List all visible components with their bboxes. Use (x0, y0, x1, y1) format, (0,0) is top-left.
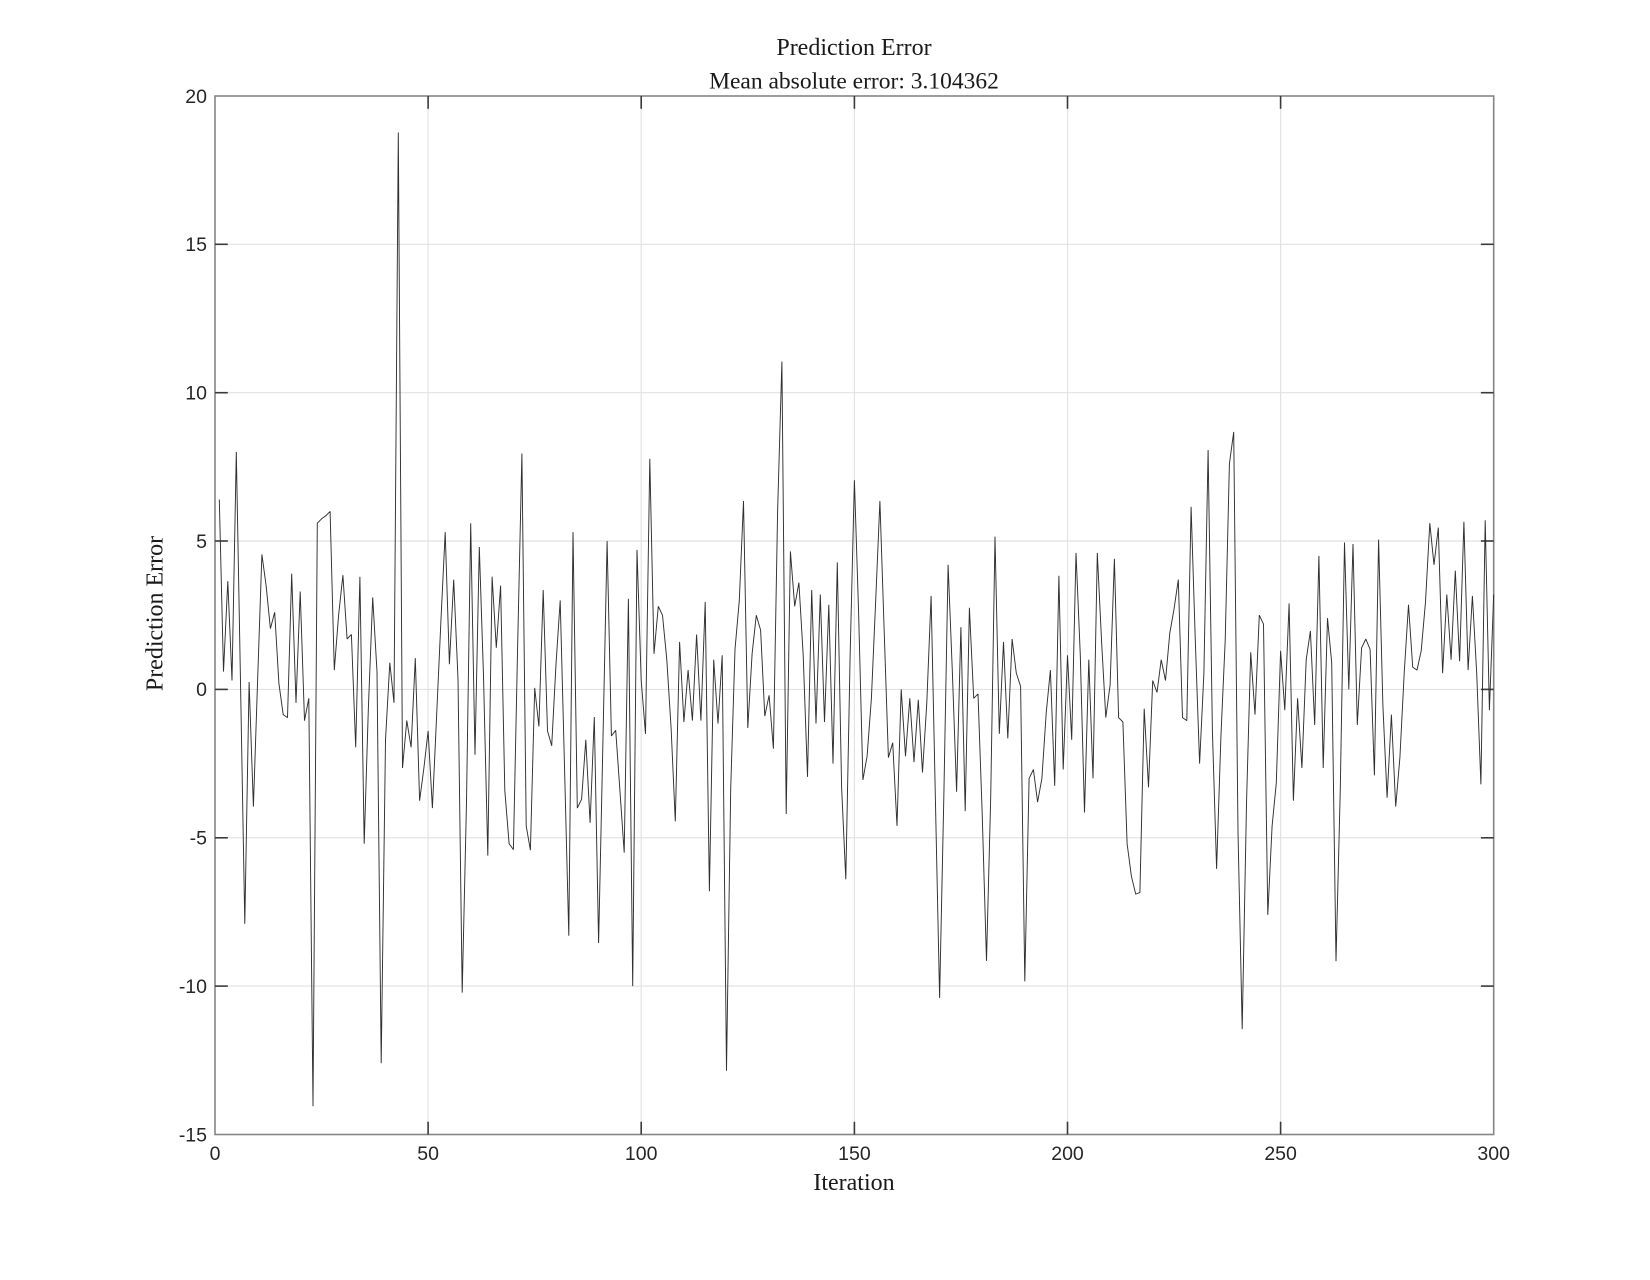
svg-text:10: 10 (185, 383, 207, 405)
svg-text:Mean absolute error: 3.104362: Mean absolute error: 3.104362 (709, 69, 999, 95)
svg-text:-10: -10 (179, 976, 207, 998)
svg-text:200: 200 (1051, 1143, 1084, 1165)
svg-text:Prediction Error: Prediction Error (776, 35, 931, 61)
svg-text:-15: -15 (179, 1124, 207, 1146)
svg-text:15: 15 (185, 234, 207, 256)
svg-text:150: 150 (838, 1143, 871, 1165)
svg-text:250: 250 (1264, 1143, 1297, 1165)
svg-text:0: 0 (196, 679, 207, 701)
svg-text:100: 100 (625, 1143, 658, 1165)
svg-text:0: 0 (210, 1143, 221, 1165)
svg-text:Iteration: Iteration (813, 1170, 894, 1196)
svg-text:20: 20 (185, 86, 207, 108)
svg-text:300: 300 (1477, 1143, 1510, 1165)
svg-text:Prediction Error: Prediction Error (143, 536, 169, 691)
svg-text:5: 5 (196, 531, 207, 553)
svg-text:50: 50 (417, 1143, 439, 1165)
svg-text:-5: -5 (190, 828, 207, 850)
